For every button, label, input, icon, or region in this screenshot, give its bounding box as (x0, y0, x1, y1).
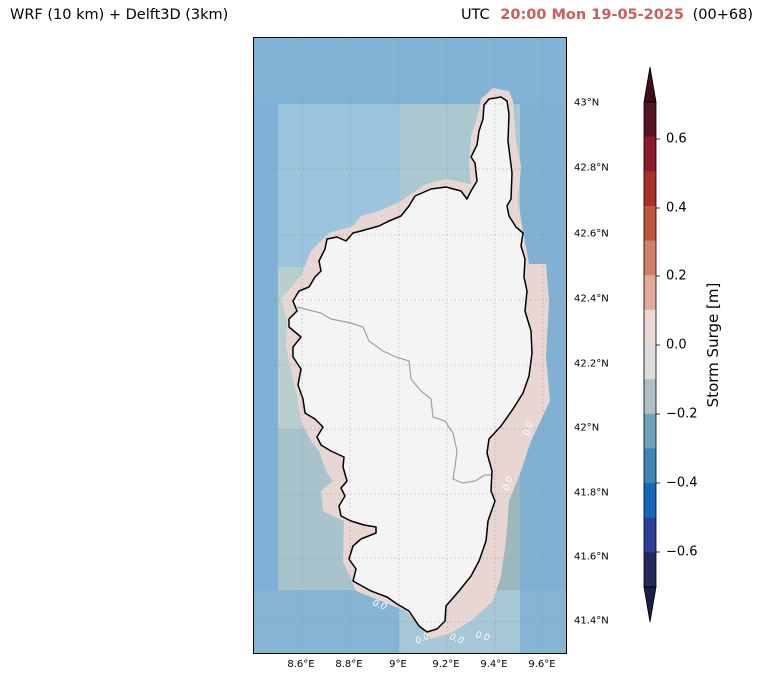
lat-tick-label: 42.2°N (574, 358, 609, 370)
colorbar-tick-marks (656, 138, 660, 553)
colorbar-level (644, 517, 656, 553)
colorbar-level (644, 102, 656, 138)
map-panel: 0.0 0.0 0.0 0.0 0.0 0.0 (253, 37, 567, 654)
colorbar-level (644, 448, 656, 484)
lon-tick-label: 9°E (389, 659, 407, 670)
colorbar-tick-label: −0.4 (666, 475, 698, 491)
colorbar-tick-label: 0.2 (666, 268, 687, 284)
lon-tick-label: 8.8°E (335, 659, 363, 670)
colorbar (643, 66, 660, 623)
lat-tick-label: 42.6°N (574, 228, 609, 240)
colorbar-level (644, 483, 656, 519)
lat-tick-label: 42.8°N (574, 162, 609, 174)
contour-label: 0.0 (474, 630, 491, 643)
colorbar-extend-top (643, 66, 657, 103)
contour-label: 0.0 (522, 420, 535, 437)
forecast-time: 20:00 Mon 19-05-2025 (500, 7, 685, 23)
colorbar-tick-label: −0.6 (666, 544, 698, 560)
colorbar-tick-label: 0.6 (666, 131, 687, 147)
lon-tick-label: 9.2°E (432, 659, 460, 670)
colorbar-level (644, 275, 656, 311)
colorbar-outline (643, 101, 657, 588)
lon-tick-label: 9.6°E (528, 659, 556, 670)
colorbar-level (644, 171, 656, 207)
colorbar-levels (644, 102, 656, 588)
utc-label: UTC (460, 7, 490, 23)
lat-tick-label: 41.6°N (574, 551, 609, 563)
colorbar-level (644, 309, 656, 345)
title-left: WRF (10 km) + Delft3D (3km) (10, 7, 229, 23)
sea-block-north (254, 38, 566, 104)
colorbar-extend-bottom (643, 586, 657, 623)
colorbar-tick-label: 0.4 (666, 200, 687, 216)
colorbar-level (644, 240, 656, 276)
colorbar-tick-label: 0.0 (666, 337, 687, 353)
colorbar-level (644, 552, 656, 588)
lat-tick-label: 42°N (574, 422, 600, 434)
lat-tick-label: 43°N (574, 97, 600, 109)
lon-tick-label: 9.4°E (480, 659, 508, 670)
lat-tick-label: 41.8°N (574, 487, 609, 499)
contour-label: 0.0 (448, 632, 465, 646)
title-right: UTC 20:00 Mon 19-05-2025 (00+68) (461, 7, 753, 23)
gridlines (254, 38, 566, 653)
colorbar-level (644, 205, 656, 242)
lead-time: (00+68) (692, 7, 753, 23)
colorbar-tick-label: −0.2 (666, 406, 698, 422)
colorbar-level (644, 379, 656, 415)
department-border (296, 306, 491, 484)
colorbar-level (644, 413, 656, 449)
lat-tick-label: 41.4°N (574, 615, 609, 627)
contour-label: 0.0 (502, 475, 515, 492)
colorbar-level (644, 344, 656, 380)
map-canvas: 0.0 0.0 0.0 0.0 0.0 0.0 (254, 38, 566, 653)
contour-label: 0.0 (371, 598, 388, 612)
colorbar-level (644, 136, 656, 172)
colorbar-title: Storm Surge [m] (704, 282, 722, 408)
lat-tick-label: 42.4°N (574, 293, 609, 305)
lon-tick-label: 8.6°E (287, 659, 315, 670)
